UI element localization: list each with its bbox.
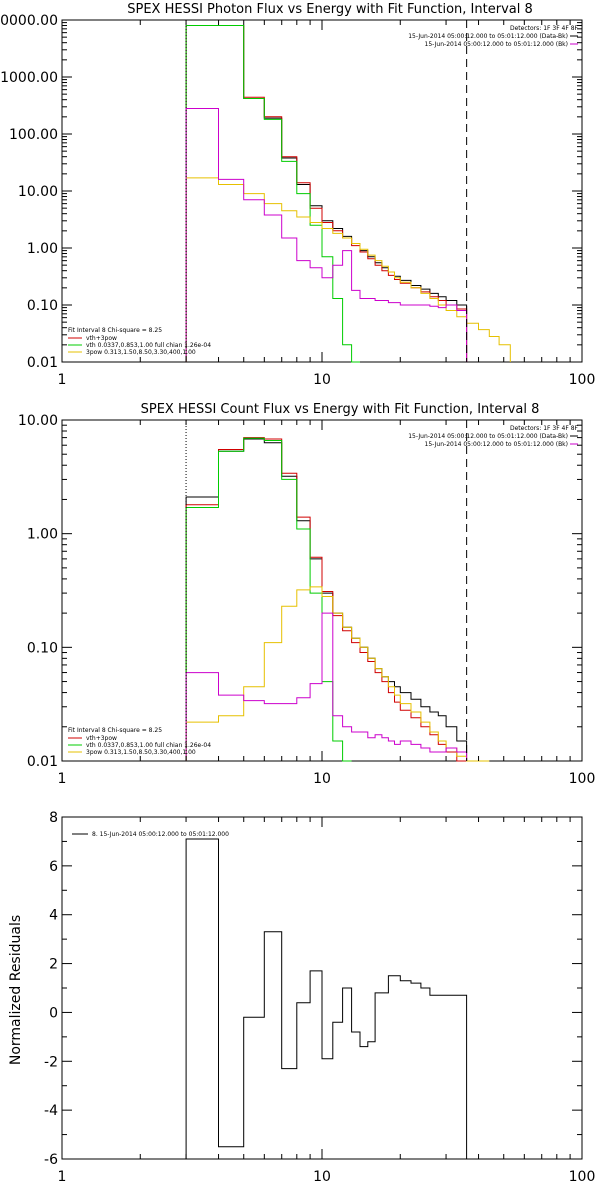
count-flux-y-tick-label: 0.10 <box>27 640 58 656</box>
photon-flux-x-tick-label: 1 <box>58 372 67 388</box>
residuals-panel: Normalized Residuals 1 10 100 -6-4-202468 … <box>8 810 595 1185</box>
photon-flux-title: SPEX HESSI Photon Flux vs Energy with Fi… <box>127 2 533 17</box>
count-flux-y-ticks: 0.01 0.10 1.00 10.00 <box>18 413 582 770</box>
residuals-y-tick-label: -2 <box>44 1054 58 1070</box>
photon-flux-header-bk: 15-Jun-2014 05:00:12.000 to 05:01:12.000… <box>425 41 568 48</box>
count-flux-y-tick-label: 0.01 <box>27 754 58 770</box>
photon-flux-y-tick-label: 10.00 <box>18 184 58 200</box>
photon-flux-series-vth <box>185 25 360 363</box>
count-flux-series-bk <box>185 612 468 761</box>
photon-flux-x-ticks: 1 10 100 <box>58 20 596 388</box>
count-flux-legend: Fit Interval 8 Chi-square = 8.25 vth+3po… <box>68 727 211 756</box>
residuals-y-axis-label: Normalized Residuals <box>8 915 24 1065</box>
photon-flux-series-3pow <box>185 177 511 362</box>
residuals-x-tick-label: 1 <box>58 1169 67 1185</box>
count-flux-legend-label-1: vth 0.0337,0.853,1.00 full chian 1.26e-0… <box>86 742 211 749</box>
photon-flux-panel: SPEX HESSI Photon Flux vs Energy with Fi… <box>0 2 595 388</box>
count-flux-x-tick-label: 10 <box>313 771 331 787</box>
count-flux-header: Detectors: 1F 3F 4F 8F 15-Jun-2014 05:00… <box>408 425 578 448</box>
count-flux-series-vth <box>185 437 352 762</box>
count-flux-x-tick-label: 100 <box>569 771 596 787</box>
count-flux-series <box>185 420 490 762</box>
count-flux-legend-label-0: vth+3pow <box>86 735 117 742</box>
photon-flux-series-data-bk <box>185 25 468 362</box>
residuals-y-tick-label: 0 <box>49 1005 58 1021</box>
count-flux-series-data-bk <box>185 438 468 761</box>
residuals-y-tick-label: 4 <box>49 908 58 924</box>
count-flux-series-vth-3pow <box>185 437 467 762</box>
count-flux-y-tick-label: 10.00 <box>18 413 58 429</box>
photon-flux-header-data: 15-Jun-2014 05:00:12.000 to 05:01:12.000… <box>408 33 568 40</box>
count-flux-y-tick-label: 1.00 <box>27 527 58 543</box>
residuals-y-ticks: -6 -4 -2 0 2 4 6 8 <box>44 810 582 1168</box>
photon-flux-x-tick-label: 10 <box>313 372 331 388</box>
photon-flux-legend-title: Fit Interval 8 Chi-square = 8.25 <box>68 327 162 334</box>
photon-flux-header: Detectors: 1F 3F 4F 8F 15-Jun-2014 05:00… <box>408 25 578 48</box>
residuals-x-tick-label: 100 <box>569 1169 596 1185</box>
residuals-series <box>185 838 468 1159</box>
photon-flux-header-detectors: Detectors: 1F 3F 4F 8F <box>510 25 579 32</box>
photon-flux-y-tick-label: 0.10 <box>27 298 58 314</box>
count-flux-header-detectors: Detectors: 1F 3F 4F 8F <box>510 425 579 432</box>
photon-flux-y-tick-label: 0.01 <box>27 355 58 371</box>
residuals-y-tick-label: -4 <box>44 1103 58 1119</box>
residuals-series-residual <box>185 838 468 1159</box>
count-flux-series-3pow <box>185 586 490 762</box>
residuals-legend: 8. 15-Jun-2014 05:00:12.000 to 05:01:12.… <box>72 831 229 838</box>
count-flux-x-ticks: 1 10 100 <box>58 420 596 787</box>
count-flux-x-tick-label: 1 <box>58 771 67 787</box>
photon-flux-legend-label-1: vth 0.0337,0.853,1.00 full chian 1.26e-0… <box>86 342 211 349</box>
count-flux-panel: SPEX HESSI Count Flux vs Energy with Fit… <box>18 402 595 787</box>
photon-flux-y-tick-label: 10000.00 <box>0 13 58 29</box>
photon-flux-legend-label-2: 3pow 0.313,1.50,8.50,3.30,400,1.00 <box>86 349 196 356</box>
count-flux-legend-label-2: 3pow 0.313,1.50,8.50,3.30,400,1.00 <box>86 749 196 756</box>
residuals-y-tick-label: 2 <box>49 957 58 973</box>
photon-flux-x-tick-label: 100 <box>569 372 596 388</box>
residuals-x-tick-label: 10 <box>313 1169 331 1185</box>
photon-flux-plot-frame <box>61 19 583 363</box>
residuals-y-tick-label: 8 <box>49 810 58 826</box>
photon-flux-legend: Fit Interval 8 Chi-square = 8.25 vth+3po… <box>68 327 211 356</box>
photon-flux-y-tick-label: 100.00 <box>9 127 58 143</box>
residuals-y-tick-label: 6 <box>49 859 58 875</box>
photon-flux-y-tick-label: 1000.00 <box>0 70 58 86</box>
count-flux-legend-title: Fit Interval 8 Chi-square = 8.25 <box>68 727 162 734</box>
photon-flux-y-ticks: 0.01 0.10 1.00 10.00 100.00 1000.00 10000.00 <box>0 13 582 371</box>
photon-flux-y-tick-label: 1.00 <box>27 241 58 257</box>
residuals-x-ticks: 1 10 100 <box>58 817 596 1185</box>
photon-flux-series-vth-3pow <box>185 25 468 362</box>
count-flux-header-bk: 15-Jun-2014 05:00:12.000 to 05:01:12.000… <box>425 441 568 448</box>
photon-flux-series <box>185 20 511 363</box>
count-flux-title: SPEX HESSI Count Flux vs Energy with Fit… <box>141 402 540 417</box>
photon-flux-series-bk <box>185 108 468 362</box>
residuals-legend-label: 8. 15-Jun-2014 05:00:12.000 to 05:01:12.… <box>92 831 229 838</box>
count-flux-header-data: 15-Jun-2014 05:00:12.000 to 05:01:12.000… <box>408 433 568 440</box>
photon-flux-legend-label-0: vth+3pow <box>86 335 117 342</box>
residuals-y-tick-label: -6 <box>44 1152 58 1168</box>
